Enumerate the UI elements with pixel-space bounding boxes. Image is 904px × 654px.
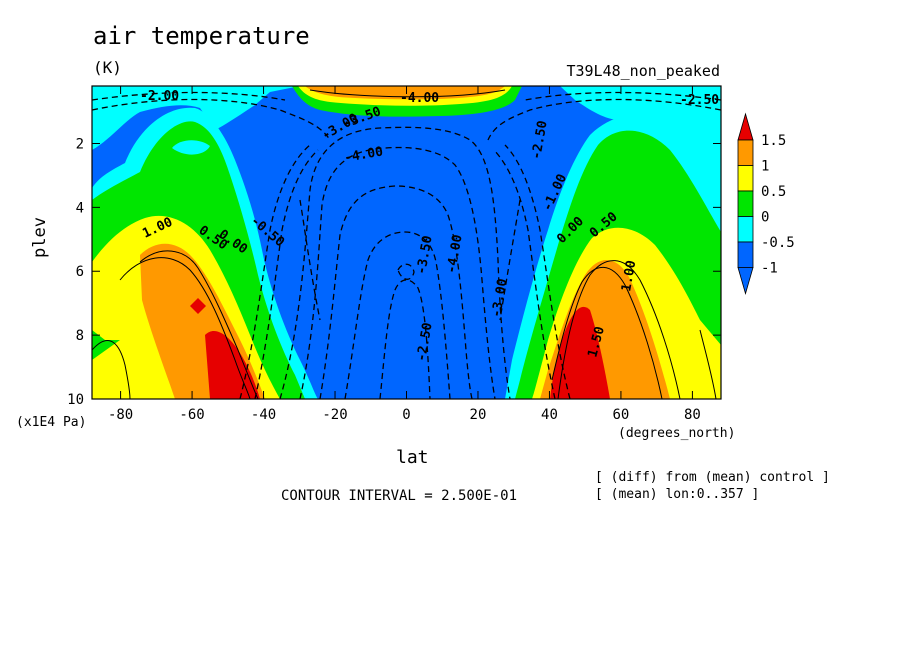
colorbar-swatch: [737, 190, 754, 217]
y-tick-label: 6: [76, 264, 84, 280]
colorbar-tick-label: 1.5: [761, 133, 786, 149]
colorbar-tick-label: 0.5: [761, 184, 786, 200]
contour-interval: CONTOUR INTERVAL = 2.500E-01: [281, 488, 518, 504]
colorbar-top-arrow: [737, 112, 754, 141]
contour-label: -4.00: [343, 144, 384, 166]
band-cyan-left-hole: [172, 140, 210, 155]
y-axis-ticks: 2 4 6 8 10: [67, 136, 721, 408]
x-tick-label: 40: [541, 407, 558, 423]
note-diff: [ (diff) from (mean) control ]: [595, 470, 830, 485]
colorbar-bottom-arrow: [737, 267, 754, 295]
colorbar-swatch: [737, 216, 754, 243]
y-tick-label: 4: [76, 200, 84, 216]
y-tick-label: 8: [76, 328, 84, 344]
contour-label: -3.50: [414, 234, 436, 275]
x-axis-ticks: -80 -60 -40 -20 0 20 40 60 80: [108, 86, 701, 423]
colorbar-swatch: [737, 165, 754, 192]
chart-units: (K): [93, 58, 122, 77]
colorbar-tick-label: -1: [761, 261, 778, 277]
x-tick-label: -60: [179, 407, 204, 423]
x-axis-label: lat: [396, 447, 429, 468]
x-axis-unit: (degrees_north): [618, 426, 736, 441]
band-red-left: [205, 330, 260, 399]
x-tick-label: -20: [322, 407, 347, 423]
y-tick-label: 10: [67, 392, 84, 408]
x-tick-label: 60: [613, 407, 630, 423]
colorbar-tick-label: 0: [761, 210, 769, 226]
filled-contours: [92, 86, 721, 399]
colorbar: 1.5 1 0.5 0 -0.5 -1: [737, 112, 795, 295]
x-tick-label: 80: [684, 407, 701, 423]
note-mean: [ (mean) lon:0..357 ]: [595, 487, 760, 502]
band-green-left-pocket: [92, 330, 120, 360]
y-axis-unit: (x1E4 Pa): [16, 415, 87, 430]
colorbar-tick-label: 1: [761, 159, 769, 175]
colorbar-swatch: [737, 241, 754, 268]
x-tick-label: 0: [402, 407, 410, 423]
x-tick-label: -80: [108, 407, 133, 423]
contour-label: -2.50: [529, 119, 551, 160]
contour-label: -2.50: [680, 93, 719, 108]
negative-contours: [92, 91, 721, 399]
contour-label: -4.00: [400, 91, 439, 106]
contour-label: -3.00: [489, 277, 511, 318]
x-tick-label: -40: [251, 407, 276, 423]
band-red-left-dot: [190, 298, 206, 314]
positive-contours: [92, 89, 717, 399]
y-tick-label: 2: [76, 136, 84, 152]
x-tick-label: 20: [470, 407, 487, 423]
dataset-label: T39L48_non_peaked: [566, 62, 720, 80]
contour-label: -2.50: [414, 321, 436, 362]
colorbar-swatch: [737, 139, 754, 166]
contour-label: 1.00: [619, 259, 639, 293]
colorbar-tick-label: -0.5: [761, 235, 795, 251]
contour-label: -4.00: [444, 233, 466, 274]
band-green-right-dot: [618, 140, 650, 175]
chart-title: air temperature: [93, 22, 310, 50]
band-cyan-top-right: [560, 86, 721, 180]
contour-label: -2.00: [140, 89, 179, 104]
